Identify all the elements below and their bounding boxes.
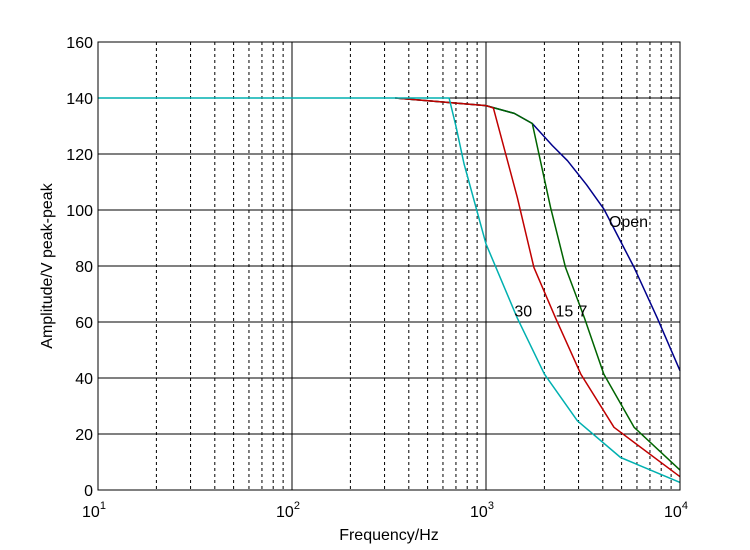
annotations: Open 30 15 7: [514, 214, 648, 321]
x-tick-label: 102: [276, 500, 300, 521]
curve-label: 7: [579, 303, 588, 320]
y-tick-label: 80: [75, 259, 93, 276]
y-tick-label: 140: [66, 91, 93, 108]
series-line-7: [395, 97, 681, 471]
y-tick-label: 160: [66, 35, 93, 52]
plot-frame: [97, 41, 681, 491]
y-tick-label: 60: [75, 315, 93, 332]
y-tick-label: 120: [66, 147, 93, 164]
y-axis-label: Amplitude/V peak-peak: [39, 182, 56, 348]
curve-label: Open: [609, 214, 648, 231]
curve-label: 30: [514, 303, 532, 320]
x-axis-label: Frequency/Hz: [339, 527, 439, 544]
x-tick-label: 101: [82, 500, 106, 521]
y-tick-label: 0: [84, 483, 93, 500]
y-tick-label: 20: [75, 427, 93, 444]
curves: [98, 97, 681, 484]
series-line-15: [395, 97, 681, 478]
curve-label: 15: [555, 303, 573, 320]
y-tick-label: 40: [75, 371, 93, 388]
grid: [97, 41, 681, 491]
x-tick-label: 103: [470, 500, 494, 521]
x-tick-label: 104: [664, 500, 688, 521]
ticks: 101 102 103 104 0 20 40 60 80 100 120 140 160: [66, 35, 688, 521]
y-tick-label: 100: [66, 203, 93, 220]
series-line-30: [98, 97, 681, 484]
